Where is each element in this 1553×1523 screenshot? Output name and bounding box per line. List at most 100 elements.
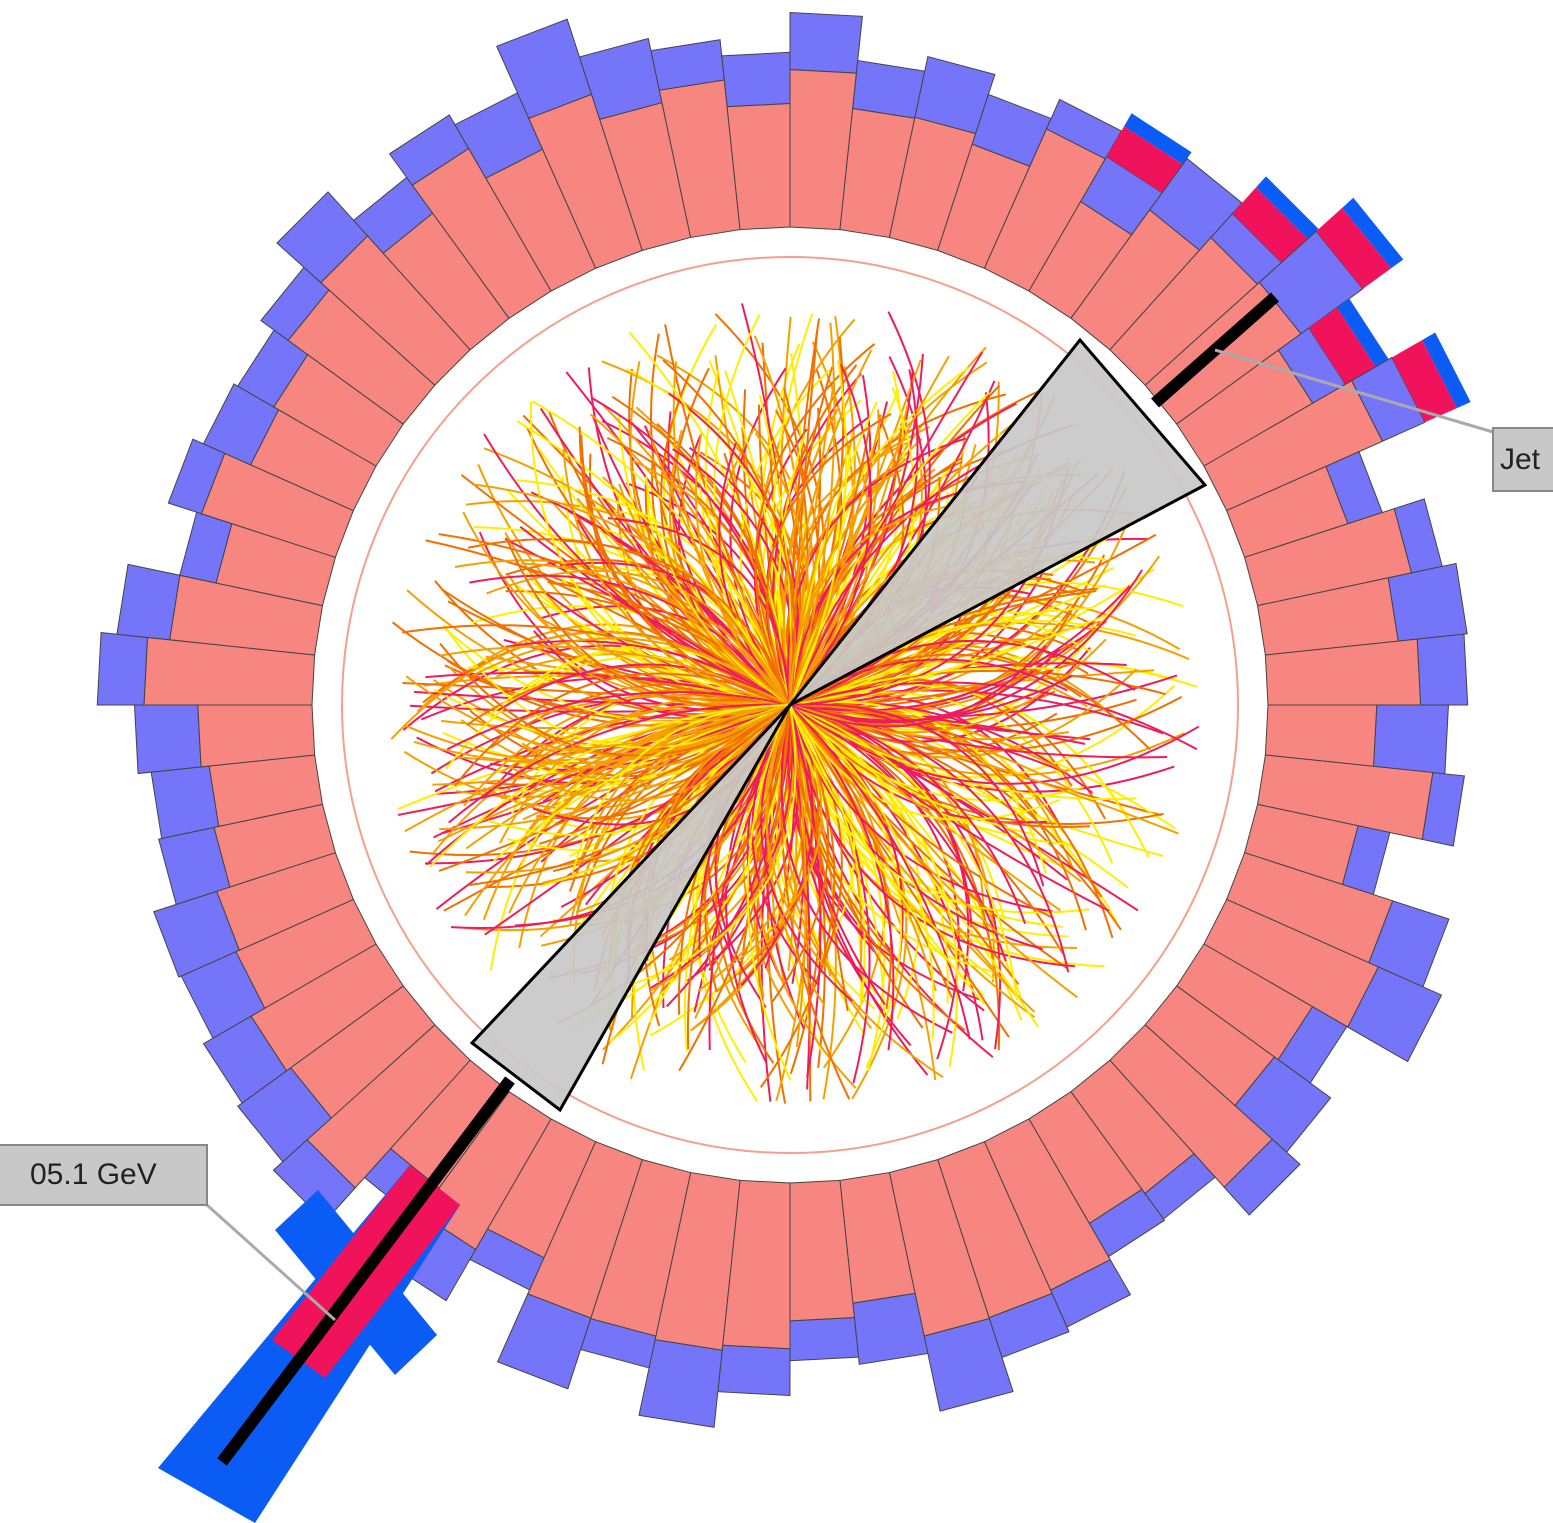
- track: [562, 449, 791, 706]
- track: [788, 349, 873, 706]
- track: [665, 704, 791, 1008]
- hcal-bar: [717, 1344, 791, 1397]
- hcal-bar: [1373, 704, 1449, 775]
- ecal-bar: [1109, 1024, 1273, 1188]
- extra-bar: [1308, 307, 1376, 385]
- track: [446, 691, 791, 751]
- track: [662, 359, 796, 706]
- hcal-bar: [133, 704, 202, 775]
- track: [789, 364, 872, 706]
- track: [789, 645, 1047, 728]
- extra-bar: [1422, 332, 1471, 409]
- track: [505, 537, 791, 709]
- jet-label: Jet: [1500, 443, 1541, 476]
- track: [789, 391, 990, 706]
- track: [789, 704, 935, 1040]
- track: [789, 704, 1070, 973]
- track: [789, 704, 1069, 970]
- jet-cone: [788, 337, 1208, 707]
- track: [592, 416, 791, 706]
- track: [789, 675, 1073, 722]
- track: [678, 704, 791, 1072]
- label-box: [1492, 427, 1553, 492]
- hcal-bar: [1387, 562, 1468, 642]
- track: [439, 642, 791, 757]
- calorimeter: [96, 11, 1471, 1428]
- track: [766, 704, 826, 1007]
- track: [789, 405, 909, 706]
- track: [501, 701, 791, 773]
- track: [736, 704, 823, 963]
- ecal-bar: [1264, 638, 1422, 706]
- jet-cone: [469, 703, 792, 1113]
- extra-bar: [1255, 176, 1319, 240]
- hcal-bar: [852, 59, 926, 119]
- track: [789, 615, 1104, 706]
- track: [539, 704, 791, 845]
- track: [616, 704, 797, 991]
- track: [580, 434, 791, 706]
- track: [789, 704, 807, 1048]
- extra-bar: [1316, 207, 1392, 289]
- track: [789, 512, 1133, 713]
- track: [402, 624, 791, 706]
- extra-bar: [1124, 113, 1192, 165]
- track: [766, 413, 892, 706]
- track: [533, 630, 791, 719]
- track: [708, 704, 791, 1051]
- track: [413, 704, 791, 765]
- track: [647, 430, 791, 706]
- track: [521, 562, 791, 706]
- track: [472, 637, 791, 706]
- track: [789, 704, 1179, 835]
- track: [454, 559, 791, 706]
- track: [448, 703, 791, 824]
- track: [789, 704, 886, 1006]
- jet-axis: [217, 1076, 515, 1466]
- track: [789, 704, 1200, 785]
- track: [789, 322, 836, 706]
- track: [789, 704, 1129, 889]
- hcal-bar: [789, 1316, 860, 1362]
- track: [789, 457, 963, 706]
- hcal-bar: [721, 51, 791, 108]
- track: [789, 401, 878, 706]
- track: [789, 355, 950, 706]
- track: [789, 704, 1054, 919]
- leader-line: [205, 1203, 337, 1322]
- hcal-bar: [1416, 633, 1469, 706]
- ecal-bar: [1203, 898, 1379, 1028]
- track: [516, 420, 791, 706]
- track: [602, 404, 791, 706]
- track: [789, 704, 1078, 999]
- track: [442, 589, 791, 706]
- extra-bar: [1106, 126, 1183, 193]
- track: [686, 704, 801, 982]
- extra-bar: [1391, 339, 1457, 423]
- track: [789, 500, 983, 706]
- track: [789, 329, 819, 706]
- track: [527, 704, 791, 751]
- track: [777, 434, 806, 706]
- track: [695, 433, 791, 706]
- track: [789, 704, 1089, 914]
- track: [789, 704, 1043, 951]
- hcal-bar: [150, 765, 220, 840]
- track: [740, 704, 814, 987]
- track: [765, 704, 826, 968]
- track: [789, 704, 1062, 912]
- extra-bar: [1342, 197, 1404, 269]
- track: [789, 704, 959, 1068]
- track: [789, 704, 997, 982]
- track: [754, 343, 876, 706]
- tracker-boundary: [341, 256, 1239, 1154]
- ecal-bar: [1203, 380, 1384, 512]
- track: [789, 704, 822, 1078]
- track: [780, 704, 953, 1034]
- track: [789, 584, 1106, 706]
- track: [746, 704, 792, 1081]
- track: [789, 384, 1001, 706]
- track: [529, 401, 791, 706]
- ecal-bar: [1256, 754, 1434, 840]
